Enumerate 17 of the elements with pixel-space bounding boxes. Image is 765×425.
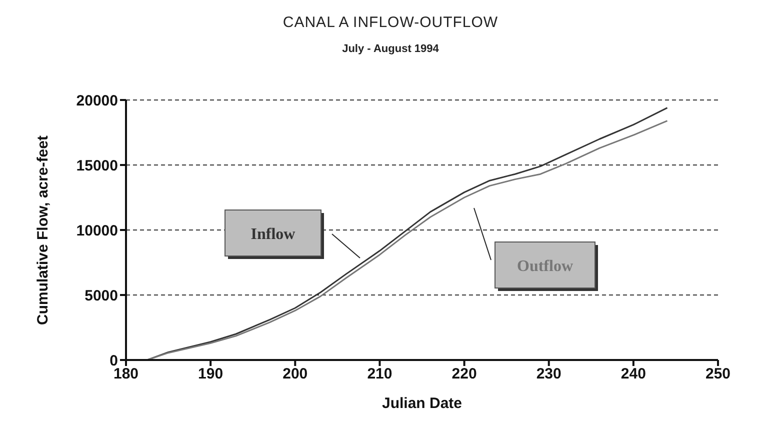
x-tick-label: 230 — [536, 366, 562, 383]
x-tick-label: 210 — [367, 366, 392, 383]
text: Outflow — [517, 258, 574, 275]
chart-subtitle: July - August 1994 — [341, 43, 440, 55]
y-tick-label: 20000 — [76, 92, 118, 110]
x-tick-label: 220 — [452, 366, 477, 383]
x-tick-label: 250 — [705, 366, 731, 383]
y-axis-title: Cumulative Flow, acre-feet — [34, 136, 52, 325]
y-tick-label: 10000 — [76, 222, 118, 240]
y-tick-label: 5000 — [84, 287, 118, 304]
text: Inflow — [250, 226, 296, 243]
x-tick-label: 200 — [282, 366, 308, 383]
x-tick-label: 240 — [620, 366, 646, 383]
x-axis-title: Julian Date — [382, 395, 462, 412]
chart-title: CANAL A INFLOW-OUTFLOW — [282, 13, 500, 31]
x-tick-label: 190 — [198, 366, 224, 383]
y-tick-label: 15000 — [76, 157, 118, 174]
